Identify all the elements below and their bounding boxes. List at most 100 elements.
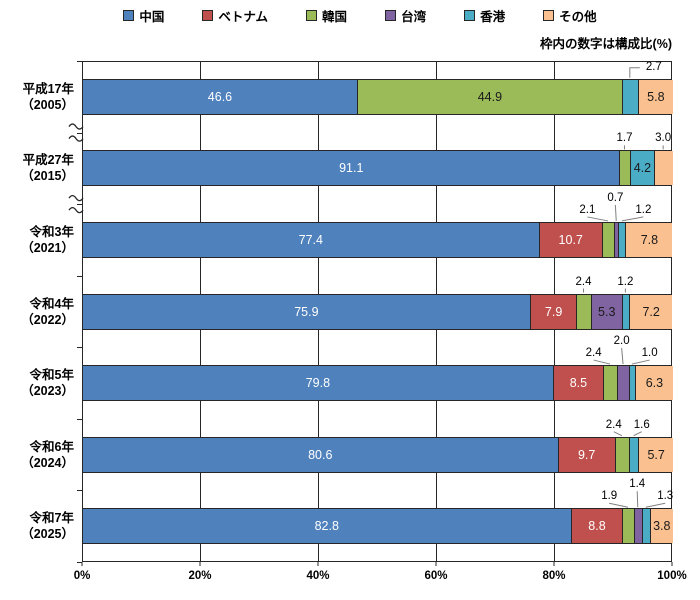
value-label-vietnam-2025: 8.8 bbox=[588, 519, 606, 534]
bar-segment-hongkong-2005 bbox=[622, 79, 639, 114]
bar-segment-hongkong-2022 bbox=[622, 294, 630, 329]
bar-segment-hongkong-2023 bbox=[629, 366, 636, 401]
value-label-korea-2005: 44.9 bbox=[477, 89, 503, 104]
bar-segment-china-2021: 77.4 bbox=[83, 222, 540, 257]
category-label-2024: 令和6年 （2024） bbox=[0, 439, 78, 471]
axis-break-tilde-1-1 bbox=[68, 207, 84, 214]
category-era-2015: 平成27年 bbox=[22, 153, 74, 168]
bar-segment-china-2023: 79.8 bbox=[83, 366, 554, 401]
value-label-vietnam-2022: 7.9 bbox=[544, 304, 563, 319]
value-label-china-2024: 80.6 bbox=[308, 447, 333, 462]
axis-break-tilde-0-1 bbox=[68, 135, 84, 142]
bar-segment-china-2015: 91.1 bbox=[83, 151, 621, 186]
category-label-2025: 令和7年 （2025） bbox=[0, 510, 78, 542]
value-label-others-2015: 3.0 bbox=[655, 132, 672, 145]
bar-row-2024: 80.6 9.7 5.7 bbox=[82, 436, 673, 473]
value-label-hongkong-2024: 1.6 bbox=[633, 418, 650, 431]
bar-segment-korea-2022 bbox=[577, 294, 592, 329]
value-label-hongkong-2023: 1.0 bbox=[641, 347, 658, 360]
category-era-2005: 平成17年 bbox=[22, 81, 74, 96]
legend-label-china: 中国 bbox=[139, 9, 165, 24]
bar-segment-taiwan-2021 bbox=[615, 222, 620, 257]
value-label-others-2024: 5.7 bbox=[647, 447, 665, 462]
value-label-vietnam-2024: 9.7 bbox=[577, 447, 596, 462]
legend-label-hongkong: 香港 bbox=[480, 9, 506, 24]
legend-item-hongkong: 香港 bbox=[464, 6, 505, 25]
bar-row-2005: 46.6 44.9 5.8 bbox=[82, 78, 673, 115]
bar-segment-korea-2025 bbox=[623, 509, 635, 544]
x-axis-tick-label-20: 20% bbox=[188, 570, 212, 582]
category-year-2005: （2005） bbox=[21, 97, 74, 112]
legend-swatch-others bbox=[543, 9, 555, 21]
value-label-others-2005: 5.8 bbox=[647, 89, 665, 104]
x-axis-tick-label-40: 40% bbox=[306, 570, 330, 582]
x-axis-tick-label-80: 80% bbox=[542, 570, 566, 582]
category-year-2021: （2021） bbox=[21, 240, 74, 255]
value-label-china-2022: 75.9 bbox=[294, 304, 319, 319]
value-label-hongkong-2021: 1.2 bbox=[635, 203, 652, 216]
value-label-vietnam-2023: 8.5 bbox=[569, 376, 588, 391]
bar-segment-korea-2015 bbox=[620, 151, 631, 186]
legend-item-china: 中国 bbox=[123, 6, 164, 25]
bar-row-2021: 77.4 10.7 7.8 bbox=[82, 221, 673, 258]
category-label-2022: 令和4年 （2022） bbox=[0, 296, 78, 328]
category-era-2022: 令和4年 bbox=[29, 296, 74, 311]
legend-item-taiwan: 台湾 bbox=[385, 6, 426, 25]
bar-segment-korea-2005: 44.9 bbox=[357, 79, 623, 114]
bar-segment-taiwan-2025 bbox=[634, 509, 643, 544]
legend-label-korea: 韓国 bbox=[322, 9, 348, 24]
x-axis-tick-label-0: 0% bbox=[73, 570, 91, 582]
bar-segment-taiwan-2023 bbox=[618, 366, 630, 401]
value-label-korea-2025: 1.9 bbox=[601, 490, 618, 503]
legend-label-others: その他 bbox=[559, 9, 597, 24]
bar-segment-vietnam-2023: 8.5 bbox=[553, 366, 604, 401]
value-label-others-2023: 6.3 bbox=[645, 376, 664, 391]
legend-swatch-hongkong bbox=[464, 9, 476, 21]
value-label-taiwan-2021: 0.7 bbox=[607, 191, 624, 204]
value-label-taiwan-2022: 5.3 bbox=[598, 304, 616, 319]
value-label-hongkong-2025: 1.3 bbox=[657, 490, 674, 503]
bar-segment-taiwan-2022: 5.3 bbox=[591, 294, 623, 329]
x-axis-tick-label-60: 60% bbox=[424, 570, 448, 582]
bar-row-2025: 82.8 8.8 3.8 bbox=[82, 508, 673, 545]
legend-swatch-korea bbox=[306, 9, 318, 21]
value-label-taiwan-2023: 2.0 bbox=[613, 335, 630, 348]
bar-segment-korea-2023 bbox=[603, 366, 619, 401]
bar-segment-hongkong-2025 bbox=[642, 509, 651, 544]
category-year-2015: （2015） bbox=[21, 169, 74, 184]
category-year-2024: （2024） bbox=[21, 455, 74, 470]
axis-break-tilde-0-0 bbox=[68, 123, 84, 130]
value-label-hongkong-2022: 1.2 bbox=[617, 275, 634, 288]
category-year-2025: （2025） bbox=[21, 527, 74, 542]
bar-segment-vietnam-2024: 9.7 bbox=[558, 437, 616, 472]
category-year-2022: （2022） bbox=[21, 312, 74, 327]
bar-segment-others-2024: 5.7 bbox=[639, 437, 673, 472]
category-label-2021: 令和3年 （2021） bbox=[0, 224, 78, 256]
bar-row-2023: 79.8 8.5 6.3 bbox=[82, 365, 673, 402]
category-era-2024: 令和6年 bbox=[29, 439, 74, 454]
legend-item-korea: 韓国 bbox=[306, 6, 347, 25]
bar-segment-hongkong-2015: 4.2 bbox=[630, 151, 656, 186]
category-label-2015: 平成27年 （2015） bbox=[0, 152, 78, 184]
bar-row-2015: 91.1 4.2 bbox=[82, 150, 673, 187]
value-label-others-2025: 3.8 bbox=[653, 519, 671, 534]
bar-segment-china-2024: 80.6 bbox=[83, 437, 559, 472]
legend: 中国 ベトナム 韓国 台湾 香港 その他 bbox=[10, 6, 700, 24]
category-era-2021: 令和3年 bbox=[29, 224, 74, 239]
category-year-2023: （2023） bbox=[21, 384, 74, 399]
category-era-2023: 令和5年 bbox=[29, 368, 74, 383]
bar-segment-vietnam-2025: 8.8 bbox=[571, 509, 624, 544]
bar-segment-others-2023: 6.3 bbox=[635, 366, 673, 401]
bar-row-2022: 75.9 7.9 5.3 7.2 bbox=[82, 293, 673, 330]
legend-label-taiwan: 台湾 bbox=[401, 9, 427, 24]
value-label-vietnam-2021: 10.7 bbox=[558, 232, 583, 247]
category-era-2025: 令和7年 bbox=[29, 511, 74, 526]
value-label-korea-2021: 2.1 bbox=[579, 203, 596, 216]
value-label-taiwan-2025: 1.4 bbox=[629, 478, 646, 491]
value-label-others-2021: 7.8 bbox=[640, 232, 659, 247]
value-label-korea-2024: 2.4 bbox=[605, 418, 622, 431]
value-label-hongkong-2005: 2.7 bbox=[645, 60, 662, 73]
chart-note: 枠内の数字は構成比(%) bbox=[540, 37, 672, 51]
value-label-china-2023: 79.8 bbox=[305, 376, 331, 391]
bar-segment-korea-2021 bbox=[602, 222, 616, 257]
